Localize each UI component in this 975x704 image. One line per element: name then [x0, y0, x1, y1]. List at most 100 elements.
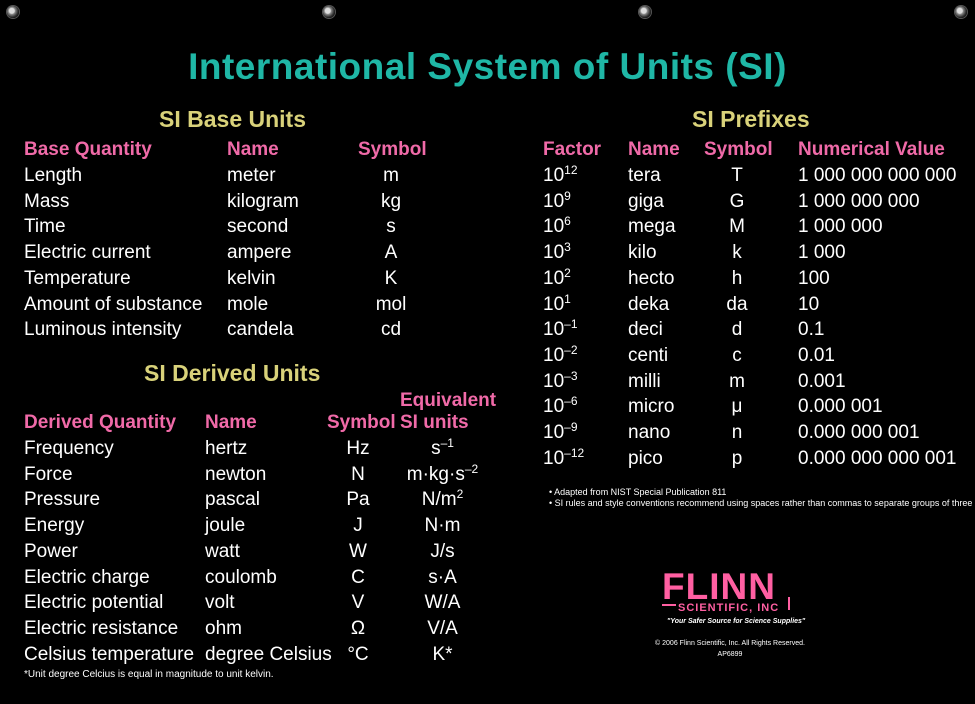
derived-equivalent: m·kg·s–2	[406, 461, 479, 485]
base-quantity: Electric current	[24, 242, 151, 264]
base-unit-name: ampere	[227, 242, 292, 264]
prefix-factor: 1012	[543, 163, 578, 186]
prefix-factor: 109	[543, 188, 571, 212]
prefix-symbol: μ	[731, 396, 743, 418]
base-unit-name: kilogram	[227, 190, 299, 212]
base-unit-name: kelvin	[227, 267, 276, 289]
derived-quantity: Electric resistance	[24, 617, 179, 639]
base-header-symbol: Symbol	[358, 139, 427, 160]
prefix-symbol: n	[731, 422, 743, 443]
derived-quantity: Energy	[24, 515, 85, 537]
prefix-symbol: k	[732, 242, 742, 264]
flinn-tagline: "Your Safer Source for Science Supplies"	[667, 618, 806, 625]
derived-unit-symbol: C	[351, 566, 365, 588]
derived-header-symbol: Symbol	[327, 412, 396, 433]
derived-equivalent: K*	[432, 643, 453, 665]
prefix-name: pico	[628, 447, 663, 469]
derived-header-equivalent: Equivalent	[400, 390, 497, 411]
derived-unit-name: degree Celsius	[205, 643, 332, 665]
derived-unit-name: watt	[205, 540, 240, 562]
base-quantity: Temperature	[24, 267, 131, 289]
base-quantity: Time	[24, 216, 66, 238]
prefix-factor: 106	[543, 214, 571, 238]
derived-unit-name: hertz	[205, 438, 248, 459]
derived-equivalent: N·m	[424, 515, 461, 537]
derived-unit-name: joule	[205, 515, 246, 537]
prefix-note-source: • Adapted from NIST Special Publication …	[549, 487, 727, 497]
prefix-value: 0.000 001	[798, 396, 883, 418]
prefix-header-value: Numerical Value	[798, 139, 945, 160]
derived-unit-name: volt	[205, 592, 235, 614]
base-unit-name: mole	[227, 293, 269, 315]
prefix-symbol: d	[731, 319, 743, 341]
derived-unit-symbol: Pa	[346, 489, 370, 511]
flinn-logo-subtitle: SCIENTIFIC, INC	[678, 602, 780, 614]
prefix-name: tera	[628, 165, 661, 186]
copyright: © 2006 Flinn Scientific, Inc. All Rights…	[655, 640, 805, 647]
prefix-value: 0.1	[798, 319, 825, 341]
derived-header-si-units: SI units	[400, 412, 469, 433]
prefix-header-factor: Factor	[543, 139, 602, 160]
derived-unit-name: pascal	[205, 489, 260, 511]
prefix-factor: 10–12	[543, 445, 585, 469]
grommet-icon	[7, 6, 19, 18]
prefix-symbol: m	[729, 370, 745, 392]
prefix-factor: 10–3	[543, 368, 578, 392]
page-title: International System of Units (SI)	[188, 46, 787, 87]
prefix-factor: 103	[543, 240, 571, 264]
prefix-factor: 10–6	[543, 394, 578, 418]
prefix-name: deci	[628, 319, 663, 341]
derived-unit-name: newton	[205, 463, 267, 485]
base-unit-symbol: cd	[380, 319, 402, 341]
base-unit-symbol: s	[386, 216, 396, 238]
prefix-header-name: Name	[628, 139, 680, 160]
derived-equivalent: V/A	[427, 617, 458, 639]
prefix-value: 0.000 000 000 001	[798, 447, 957, 469]
base-unit-symbol: K	[384, 267, 398, 289]
prefix-value: 0.000 000 001	[798, 422, 920, 443]
prefix-symbol: c	[732, 344, 742, 366]
derived-footnote: *Unit degree Celcius is equal in magnitu…	[24, 669, 274, 680]
derived-unit-name: coulomb	[205, 566, 277, 588]
prefix-value: 1 000 000 000 000	[798, 165, 957, 186]
logo-rule	[662, 604, 676, 606]
prefix-value: 1 000 000	[798, 216, 883, 238]
prefix-name: micro	[628, 396, 675, 418]
prefixes-heading: SI Prefixes	[692, 106, 810, 132]
prefix-name: centi	[628, 344, 669, 366]
prefix-value: 0.01	[798, 344, 835, 366]
base-quantity: Amount of substance	[24, 293, 203, 315]
prefix-value: 1 000 000 000	[798, 190, 920, 212]
derived-header-quantity: Derived Quantity	[24, 412, 177, 433]
prefix-name: deka	[628, 293, 670, 315]
derived-quantity: Electric charge	[24, 566, 150, 588]
derived-header-name: Name	[205, 412, 257, 433]
prefix-symbol: da	[726, 293, 748, 315]
base-unit-symbol: kg	[380, 190, 402, 212]
derived-unit-symbol: W	[349, 540, 367, 562]
prefix-name: kilo	[628, 242, 657, 264]
base-unit-symbol: m	[383, 165, 399, 186]
grommet-icon	[323, 6, 335, 18]
derived-quantity: Celsius temperature	[24, 643, 195, 665]
derived-equivalent: W/A	[424, 592, 461, 614]
prefix-name: nano	[628, 422, 671, 443]
base-unit-name: second	[227, 216, 289, 238]
prefix-value: 10	[798, 293, 820, 315]
base-header-quantity: Base Quantity	[24, 139, 152, 160]
derived-quantity: Frequency	[24, 438, 114, 459]
prefix-symbol: G	[729, 190, 745, 212]
base-header-name: Name	[227, 139, 279, 160]
prefix-symbol: p	[731, 447, 743, 469]
prefix-header-symbol: Symbol	[704, 139, 773, 160]
prefix-symbol: h	[731, 267, 743, 289]
derived-unit-symbol: Hz	[346, 438, 370, 459]
derived-units-heading: SI Derived Units	[144, 360, 321, 386]
base-unit-name: meter	[227, 165, 276, 186]
base-unit-symbol: mol	[375, 293, 407, 315]
base-unit-name: candela	[227, 319, 294, 341]
derived-equivalent: N/m2	[421, 487, 464, 511]
derived-quantity: Pressure	[24, 489, 101, 511]
prefix-value: 0.001	[798, 370, 846, 392]
derived-quantity: Power	[24, 540, 78, 562]
